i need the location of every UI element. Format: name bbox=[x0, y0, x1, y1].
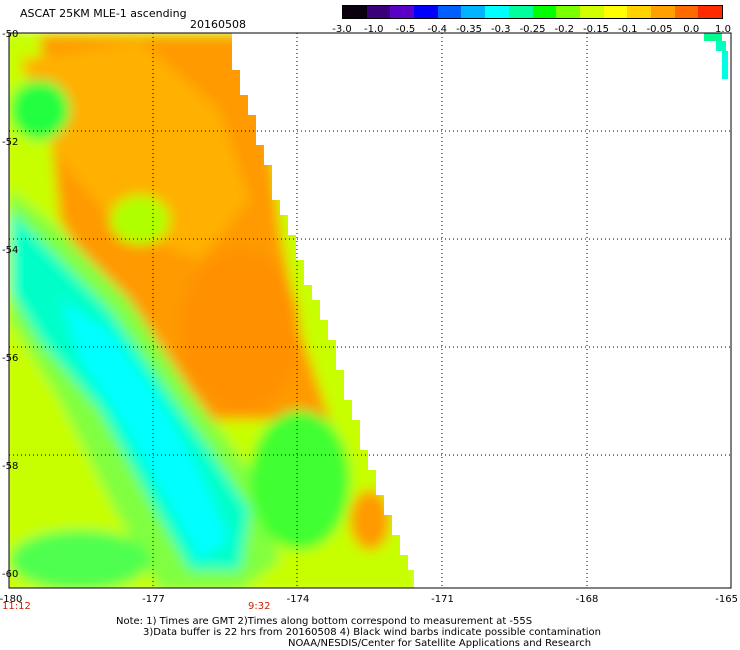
time-label-end: 9:32 bbox=[248, 601, 270, 612]
colorbar-label: -0.4 bbox=[427, 24, 448, 35]
colorbar-segment bbox=[698, 6, 722, 18]
colorbar-label: 1.0 bbox=[715, 24, 731, 35]
colorbar-segment bbox=[437, 6, 462, 18]
colorbar-segment bbox=[414, 6, 438, 18]
colorbar-segment bbox=[485, 6, 509, 18]
latitude-label: -50 bbox=[2, 29, 18, 40]
latitude-labels: -50 -52 -54 -56 -58 -60 bbox=[2, 29, 18, 580]
colorbar-label: -3.0 bbox=[332, 24, 352, 35]
colorbar-segment bbox=[579, 6, 604, 18]
colorbar-segment bbox=[603, 6, 628, 18]
note-line-3: NOAA/NESDIS/Center for Satellite Applica… bbox=[288, 638, 592, 649]
colorbar-segment bbox=[508, 6, 533, 18]
colorbar-label: -0.1 bbox=[617, 24, 638, 35]
data-swath bbox=[9, 33, 414, 588]
colorbar-segment bbox=[627, 6, 651, 18]
latitude-label: -58 bbox=[2, 461, 18, 472]
note-line-2: 3)Data buffer is 22 hrs from 20160508 4)… bbox=[143, 627, 601, 638]
colorbar-labels: -3.0 -1.0 -0.5 -0.4 -0.35 -0.3 -0.25 -0.2 -0.15-… bbox=[330, 24, 740, 38]
colorbar bbox=[342, 5, 723, 19]
colorbar-segment bbox=[532, 6, 557, 18]
colorbar-segment bbox=[650, 6, 675, 18]
longitude-label: -168 bbox=[576, 594, 599, 605]
map-frame bbox=[8, 32, 732, 589]
longitude-label: -180 bbox=[0, 594, 22, 605]
colorbar-label: -0.15 bbox=[583, 24, 609, 35]
longitude-label: -165 bbox=[715, 594, 738, 605]
colorbar-label: -0.2 bbox=[554, 24, 575, 35]
longitude-labels: -180 -177 -174 -171 -168 -165 bbox=[0, 594, 738, 605]
colorbar-label: -0.25 bbox=[519, 24, 546, 35]
latitude-label: -52 bbox=[2, 137, 18, 148]
colorbar-segment bbox=[366, 6, 391, 18]
colorbar-label: -0.05 bbox=[646, 24, 673, 35]
colorbar-segment bbox=[461, 6, 486, 18]
note-line-1: Note: 1) Times are GMT 2)Times along bot… bbox=[116, 616, 533, 627]
colorbar-label: -0.35 bbox=[456, 24, 482, 35]
graticule bbox=[9, 33, 731, 588]
colorbar-label: -0.5 bbox=[395, 24, 416, 35]
colorbar-label: -0.3 bbox=[490, 24, 511, 35]
colorbar-segment bbox=[390, 6, 415, 18]
map-title: ASCAT 25KM MLE-1 ascending bbox=[20, 7, 187, 20]
latitude-label: -60 bbox=[2, 569, 18, 580]
time-label-start: 11:12 bbox=[2, 601, 31, 612]
colorbar-label: -1.0 bbox=[363, 24, 384, 35]
corner-data-patch bbox=[704, 33, 728, 79]
longitude-label: -171 bbox=[431, 594, 454, 605]
latitude-label: -54 bbox=[2, 245, 18, 256]
longitude-label: -177 bbox=[142, 594, 165, 605]
map-date: 20160508 bbox=[190, 18, 246, 31]
colorbar-segment bbox=[343, 6, 367, 18]
colorbar-segment bbox=[674, 6, 699, 18]
colorbar-label: 0.0 bbox=[683, 24, 700, 35]
longitude-label: -174 bbox=[287, 594, 310, 605]
latitude-label: -56 bbox=[2, 353, 18, 364]
colorbar-segment bbox=[556, 6, 580, 18]
